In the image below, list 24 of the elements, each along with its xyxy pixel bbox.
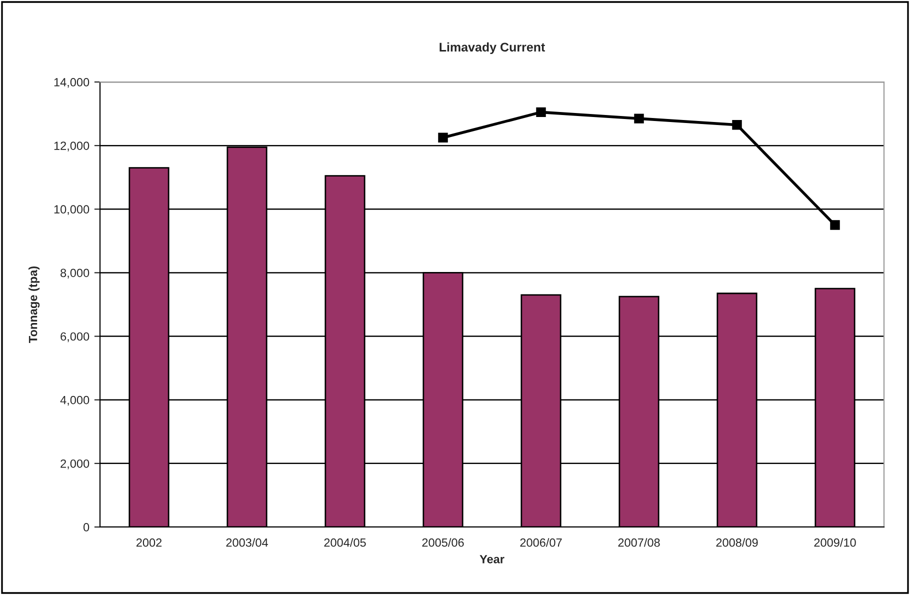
y-axis-title: Tonnage (tpa) <box>28 266 40 343</box>
y-tick-label: 8,000 <box>60 268 90 279</box>
point <box>438 132 448 142</box>
x-tick-label: 2009/10 <box>814 538 856 547</box>
x-tick-label: 2002 <box>136 538 162 547</box>
x-tick-label: 2006/07 <box>520 538 562 547</box>
y-tick-label: 6,000 <box>60 332 90 342</box>
y-tick-label: 10,000 <box>54 205 90 215</box>
point <box>634 114 644 124</box>
y-tick-label: 14,000 <box>54 78 90 88</box>
point <box>732 120 742 130</box>
x-tick-label: 2003/04 <box>226 538 268 547</box>
y-tick-label: 4,000 <box>60 396 90 406</box>
chart-title: Limavady Current <box>440 42 545 54</box>
x-tick-label: 2004/05 <box>324 538 366 547</box>
x-tick-label: 2008/09 <box>716 538 758 547</box>
x-axis-title: Year <box>480 555 504 564</box>
y-tick-label: 0 <box>83 523 90 532</box>
y-tick-label: 12,000 <box>54 142 90 152</box>
point <box>536 107 546 118</box>
point <box>830 220 840 230</box>
y-tick-label: 2,000 <box>60 459 90 470</box>
x-tick-label: 2005/06 <box>422 538 464 547</box>
x-tick-label: 2007/08 <box>618 538 660 547</box>
